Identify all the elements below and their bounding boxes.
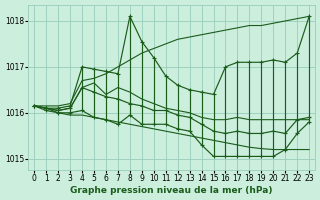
X-axis label: Graphe pression niveau de la mer (hPa): Graphe pression niveau de la mer (hPa): [70, 186, 273, 195]
